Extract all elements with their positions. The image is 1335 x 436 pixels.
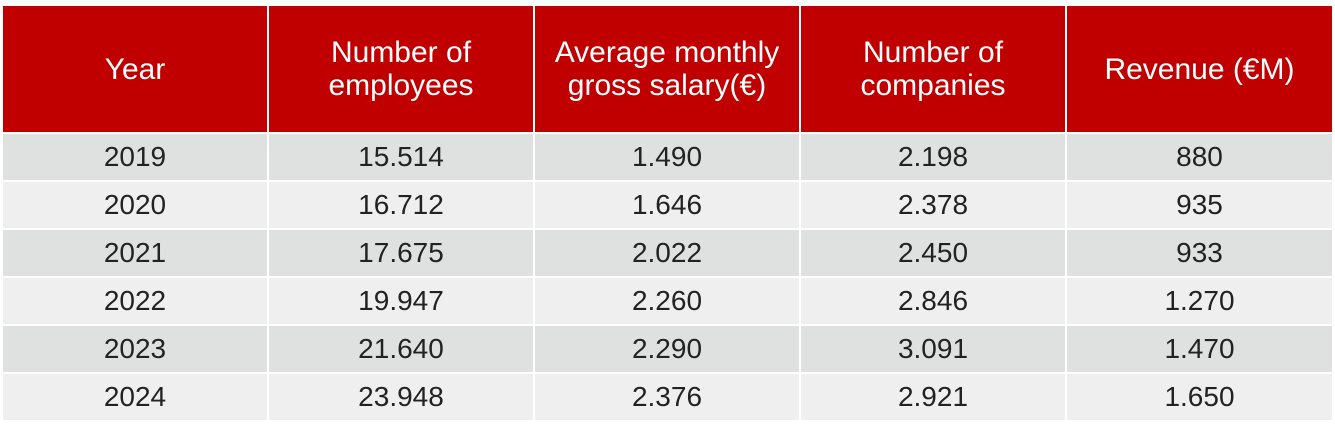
table-header: Year Number of employees Average monthly… xyxy=(3,6,1332,134)
cell-salary: 2.290 xyxy=(535,326,799,374)
table-row: 2024 23.948 2.376 2.921 1.650 xyxy=(3,374,1332,422)
cell-year: 2020 xyxy=(3,182,267,230)
table-row: 2023 21.640 2.290 3.091 1.470 xyxy=(3,326,1332,374)
header-employees: Number of employees xyxy=(269,6,533,134)
header-row: Year Number of employees Average monthly… xyxy=(3,6,1332,134)
cell-year: 2022 xyxy=(3,278,267,326)
cell-companies: 2.921 xyxy=(801,374,1065,422)
cell-salary: 2.376 xyxy=(535,374,799,422)
header-year: Year xyxy=(3,6,267,134)
cell-revenue: 880 xyxy=(1067,134,1332,182)
cell-employees: 17.675 xyxy=(269,230,533,278)
cell-employees: 16.712 xyxy=(269,182,533,230)
cell-companies: 2.198 xyxy=(801,134,1065,182)
cell-companies: 2.450 xyxy=(801,230,1065,278)
cell-companies: 2.846 xyxy=(801,278,1065,326)
header-companies: Number of companies xyxy=(801,6,1065,134)
cell-year: 2021 xyxy=(3,230,267,278)
data-table-container: Year Number of employees Average monthly… xyxy=(1,6,1332,422)
cell-revenue: 1.270 xyxy=(1067,278,1332,326)
cell-revenue: 1.470 xyxy=(1067,326,1332,374)
cell-salary: 2.260 xyxy=(535,278,799,326)
table-body: 2019 15.514 1.490 2.198 880 2020 16.712 … xyxy=(3,134,1332,422)
cell-companies: 3.091 xyxy=(801,326,1065,374)
cell-companies: 2.378 xyxy=(801,182,1065,230)
cell-employees: 15.514 xyxy=(269,134,533,182)
header-salary: Average monthly gross salary(€) xyxy=(535,6,799,134)
cell-revenue: 1.650 xyxy=(1067,374,1332,422)
cell-employees: 23.948 xyxy=(269,374,533,422)
table-row: 2021 17.675 2.022 2.450 933 xyxy=(3,230,1332,278)
cell-year: 2019 xyxy=(3,134,267,182)
header-revenue: Revenue (€M) xyxy=(1067,6,1332,134)
cell-year: 2023 xyxy=(3,326,267,374)
cell-revenue: 933 xyxy=(1067,230,1332,278)
cell-salary: 1.490 xyxy=(535,134,799,182)
cell-year: 2024 xyxy=(3,374,267,422)
cell-salary: 1.646 xyxy=(535,182,799,230)
table-row: 2020 16.712 1.646 2.378 935 xyxy=(3,182,1332,230)
table-row: 2019 15.514 1.490 2.198 880 xyxy=(3,134,1332,182)
table-row: 2022 19.947 2.260 2.846 1.270 xyxy=(3,278,1332,326)
cell-employees: 19.947 xyxy=(269,278,533,326)
cell-salary: 2.022 xyxy=(535,230,799,278)
statistics-table: Year Number of employees Average monthly… xyxy=(1,6,1334,422)
cell-revenue: 935 xyxy=(1067,182,1332,230)
cell-employees: 21.640 xyxy=(269,326,533,374)
